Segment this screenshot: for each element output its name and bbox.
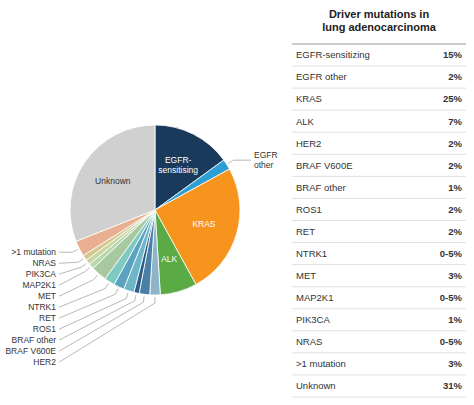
slice-label: EGFR-sensitising bbox=[158, 155, 198, 175]
table-cell: 2% bbox=[448, 204, 462, 215]
table-cell: 3% bbox=[448, 358, 462, 369]
slice-labels: EGFR-sensitising KRAS ALK Unknown >1 mutatio… bbox=[5, 150, 277, 367]
table-cell: 7% bbox=[448, 116, 462, 127]
table-cell: >1 mutation bbox=[296, 358, 346, 369]
slice-label: PIK3CA bbox=[26, 269, 57, 279]
table-rule bbox=[292, 264, 466, 265]
label-connector bbox=[59, 275, 97, 296]
label-connector bbox=[59, 293, 128, 329]
slice-label: MET bbox=[38, 291, 56, 301]
table-cell: RET bbox=[296, 226, 315, 237]
slice-label: KRAS bbox=[192, 219, 215, 229]
table-cell: 25% bbox=[443, 93, 463, 104]
table-cell: PIK3CA bbox=[296, 314, 330, 325]
table-rule bbox=[292, 198, 466, 199]
slice-label: BRAF V600E bbox=[5, 346, 56, 356]
table-rule bbox=[292, 220, 466, 221]
table-cell: BRAF V600E bbox=[296, 160, 353, 171]
slice bbox=[70, 125, 155, 241]
table: EGFR-sensitizing 15% EGFR other 2% KRAS 25% AL… bbox=[292, 44, 466, 397]
label-connector bbox=[59, 283, 108, 307]
chart: EGFR-sensitising KRAS ALK Unknown >1 mutatio… bbox=[0, 0, 474, 405]
pie bbox=[70, 125, 240, 295]
slice-label: BRAF other bbox=[12, 335, 57, 345]
table-rule bbox=[292, 286, 466, 287]
title: Driver mutations inlung adenocarcinoma bbox=[322, 8, 437, 33]
label-connector bbox=[228, 160, 251, 163]
table-cell: HER2 bbox=[296, 138, 321, 149]
table-cell: 0-5% bbox=[440, 336, 463, 347]
table-rule bbox=[292, 66, 466, 67]
slice-label: >1 mutation bbox=[11, 247, 56, 257]
table-cell: EGFR other bbox=[296, 71, 347, 82]
label-connector bbox=[59, 297, 155, 362]
table-cell: 31% bbox=[443, 380, 463, 391]
table-cell: BRAF other bbox=[296, 182, 346, 193]
table-cell: MAP2K1 bbox=[296, 292, 334, 303]
label-connector bbox=[59, 263, 86, 274]
table-cell: 2% bbox=[448, 226, 462, 237]
table-rule bbox=[292, 330, 466, 331]
table-cell: NRAS bbox=[296, 336, 322, 347]
table-rule bbox=[292, 374, 466, 375]
label-connector bbox=[59, 296, 144, 351]
table-rule bbox=[292, 88, 466, 89]
table-cell: EGFR-sensitizing bbox=[296, 49, 370, 60]
table-cell: 15% bbox=[443, 49, 463, 60]
table-rule bbox=[292, 352, 466, 353]
table-rule bbox=[292, 132, 466, 133]
label-connector bbox=[59, 268, 90, 286]
table-rule bbox=[292, 110, 466, 111]
slice-label: NTRK1 bbox=[28, 302, 56, 312]
slice-label: MAP2K1 bbox=[22, 280, 56, 290]
table-cell: 2% bbox=[448, 160, 462, 171]
table-cell: ROS1 bbox=[296, 204, 322, 215]
slice-label: HER2 bbox=[33, 357, 56, 367]
table-cell: 2% bbox=[448, 138, 462, 149]
table-cell: NTRK1 bbox=[296, 248, 327, 259]
table-cell: 2% bbox=[448, 71, 462, 82]
table-cell: 3% bbox=[448, 270, 462, 281]
table-cell: ALK bbox=[296, 116, 315, 127]
slice-label: ROS1 bbox=[33, 324, 56, 334]
table-cell: Unknown bbox=[296, 380, 336, 391]
table-rule bbox=[292, 242, 466, 243]
table-rule bbox=[292, 308, 466, 309]
table-rule bbox=[292, 176, 466, 177]
table-cell: 1% bbox=[448, 314, 462, 325]
table-rule bbox=[292, 44, 466, 45]
table-cell: 1% bbox=[448, 182, 462, 193]
slice-label: Unknown bbox=[95, 176, 131, 186]
label-connector bbox=[59, 249, 77, 252]
slice-label: EGFRother bbox=[254, 150, 278, 170]
label-connector bbox=[59, 259, 83, 263]
table-cell: 0-5% bbox=[440, 292, 463, 303]
table-rule bbox=[292, 154, 466, 155]
table-cell: MET bbox=[296, 270, 316, 281]
table-rule bbox=[292, 397, 466, 398]
label-connector bbox=[59, 295, 136, 340]
table-cell: 0-5% bbox=[440, 248, 463, 259]
slice-label: RET bbox=[39, 313, 56, 323]
slice bbox=[155, 210, 196, 295]
slice-label: NRAS bbox=[32, 258, 56, 268]
table-cell: KRAS bbox=[296, 93, 322, 104]
slice-label: ALK bbox=[161, 254, 177, 264]
